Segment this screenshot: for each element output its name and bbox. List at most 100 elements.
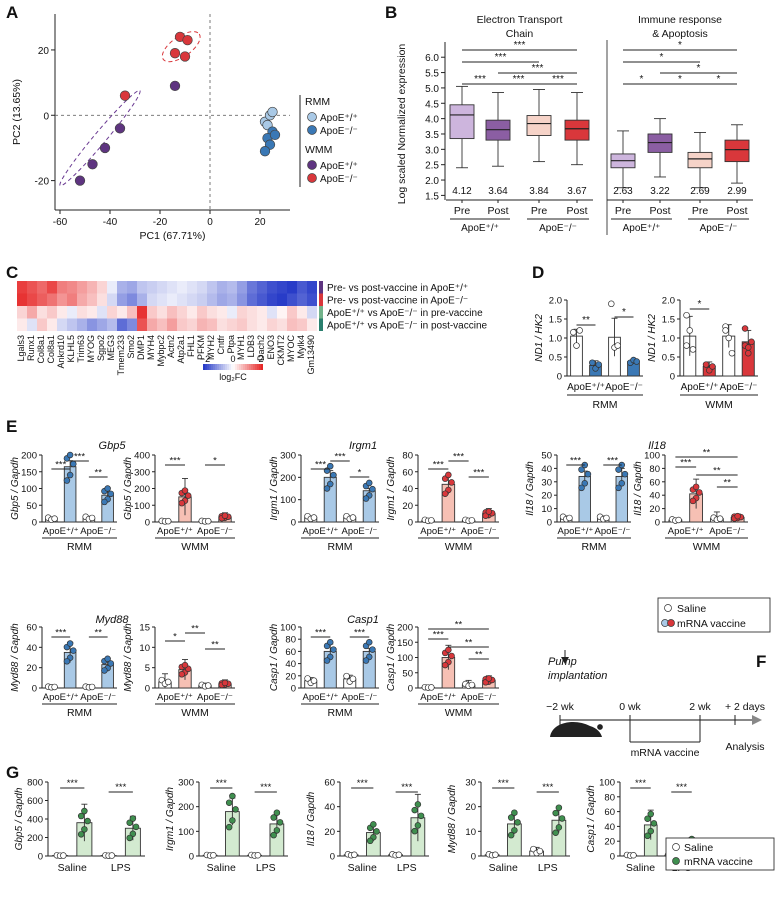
data-point (270, 831, 277, 839)
data-point (221, 512, 229, 519)
y-tick-label: 5.5 (425, 69, 439, 80)
y-axis-label: Irgm1 / Gapdh (386, 456, 397, 520)
pca-legend: RMM ApoE⁺/⁺ ApoE⁻/⁻ WMM ApoE⁺/⁺ ApoE⁻/⁻ (299, 95, 358, 187)
sig-star: *** (607, 456, 618, 467)
group-title: Electron Transport (477, 14, 563, 26)
heatmap-cell (287, 281, 297, 294)
y-tick-label: 0 (547, 518, 552, 529)
heatmap-cell (127, 293, 137, 306)
data-point (366, 638, 373, 646)
data-point (689, 346, 697, 353)
gene-label: DMP1 (136, 335, 146, 360)
qpcr-plot: 0 10 20 30 40 50 Il18 / Gapdh ApoE⁺/⁺ ApoE⁻/⁻ RMM… (525, 451, 631, 553)
sig-star: *** (532, 63, 544, 74)
pca-point-3 (119, 90, 131, 101)
y-tick-label: 80 (285, 635, 296, 646)
sig-star: *** (401, 782, 412, 793)
data-point (221, 679, 229, 687)
scale-cell (209, 364, 211, 370)
x-label: Saline (207, 862, 236, 874)
y-tick-label: 20 (604, 837, 615, 848)
gene-label: ENO3 (266, 335, 276, 360)
gene-label: Runx1 (26, 335, 36, 361)
legend-dot (307, 160, 317, 170)
vaccine-legend: Saline mRNA vaccine (657, 597, 771, 633)
sig-star: *** (570, 456, 581, 467)
y-tick-label: 600 (27, 796, 43, 807)
mouse-ear-icon (597, 724, 603, 730)
panel-label-G: G (6, 763, 19, 782)
lps-plot: 0 20 40 60 Il18 / Gapdh Saline LPS *** *** (306, 778, 429, 874)
x-label: ApoE⁺/⁺ (681, 382, 719, 393)
heatmap-cell (307, 306, 317, 319)
sig-star: *** (635, 778, 646, 789)
data-point (485, 508, 493, 515)
y-tick-label: 3.0 (425, 145, 439, 156)
y-tick-label: 1.0 (549, 334, 562, 345)
timeline-arrowhead (752, 715, 762, 725)
y-tick-label: 50 (26, 501, 37, 512)
heatmap-cell (37, 318, 47, 331)
heatmap-cell (27, 306, 37, 319)
x-tick-label: -20 (153, 217, 168, 228)
scale-cell (237, 364, 239, 370)
sig-star: * (697, 63, 701, 74)
gene-label: MYH1 (236, 335, 246, 360)
heatmap-cell (117, 318, 127, 331)
y-tick-label: 5 (145, 663, 150, 674)
scale-cell (205, 364, 207, 370)
data-point (573, 342, 580, 349)
data-point (614, 342, 621, 349)
data-point (101, 498, 108, 506)
y-axis-label: Myd88 / Gapdh (447, 784, 458, 853)
heatmap-cell (207, 293, 217, 306)
y-tick-label: 150 (397, 638, 413, 649)
panel-label-B: B (385, 3, 397, 22)
sig-star: * (622, 307, 626, 318)
heatmap-cell (87, 318, 97, 331)
gene-label: Lgals3 (16, 335, 26, 362)
data-point (552, 809, 559, 817)
mouse-icon (550, 721, 602, 737)
scale-cell (233, 364, 235, 370)
y-tick-label: 300 (178, 778, 194, 789)
y-tick-label: 40 (402, 484, 413, 495)
group-label: RMM (67, 707, 92, 719)
row-color-bar (319, 306, 323, 319)
heatmap-cell (47, 318, 57, 331)
y-tick-label: 60 (324, 778, 335, 789)
data-point (683, 342, 690, 349)
data-point (445, 471, 452, 479)
data-point (744, 349, 752, 357)
heatmap-cell (257, 281, 267, 294)
sig-star: * (698, 299, 702, 310)
heatmap-cell (217, 306, 227, 319)
heatmap-cell (87, 306, 97, 319)
x-label: LPS (397, 862, 417, 874)
data-point (441, 661, 449, 669)
data-point (362, 495, 370, 502)
group-title: Chain (506, 28, 534, 40)
data-point (270, 814, 277, 821)
y-tick-label: 40 (26, 643, 37, 654)
median-value: 3.84 (529, 186, 549, 197)
heatmap-cell (247, 281, 257, 294)
y-tick-label: 10 (465, 827, 476, 838)
sig-star: ** (95, 628, 103, 639)
heatmap-cell (97, 293, 107, 306)
gene-label: Mylk4 (296, 335, 306, 359)
data-point (566, 514, 573, 522)
gene-title: Casp1 (347, 614, 379, 626)
y-tick-label: 20 (649, 504, 660, 515)
panel-label-A: A (6, 3, 18, 22)
data-point (618, 480, 625, 487)
box (687, 151, 713, 169)
box (647, 133, 673, 153)
heatmap-cell (247, 318, 257, 331)
arrow-head (561, 657, 569, 664)
data-point (178, 671, 186, 678)
scale-cell (257, 364, 259, 370)
x-label: ApoE⁻/⁻ (461, 526, 497, 537)
heatmap-cell (237, 318, 247, 331)
